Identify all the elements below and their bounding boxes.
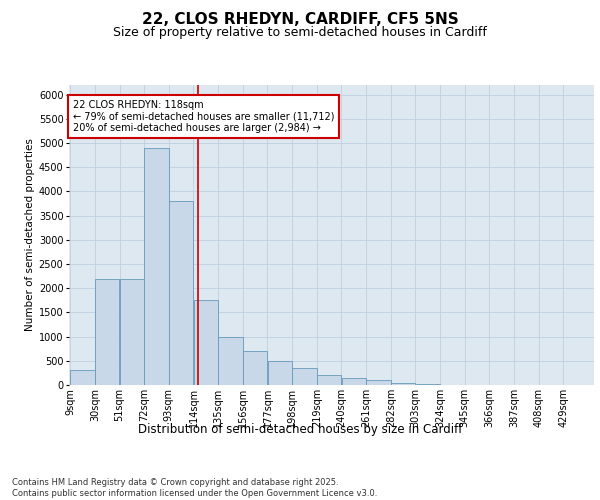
Y-axis label: Number of semi-detached properties: Number of semi-detached properties [25,138,35,332]
Bar [268,361,292,385]
Bar [317,376,341,385]
Bar [194,300,218,385]
Bar [218,336,243,385]
Bar [341,378,366,385]
Bar [144,148,169,385]
Bar [119,278,144,385]
Bar [391,382,415,385]
Bar [95,278,119,385]
Bar [416,384,440,385]
Bar [292,368,317,385]
Text: 22 CLOS RHEDYN: 118sqm
← 79% of semi-detached houses are smaller (11,712)
20% of: 22 CLOS RHEDYN: 118sqm ← 79% of semi-det… [73,100,334,133]
Bar [243,351,268,385]
Text: Size of property relative to semi-detached houses in Cardiff: Size of property relative to semi-detach… [113,26,487,39]
Text: Contains HM Land Registry data © Crown copyright and database right 2025.
Contai: Contains HM Land Registry data © Crown c… [12,478,377,498]
Bar [169,201,193,385]
Bar [366,380,391,385]
Text: 22, CLOS RHEDYN, CARDIFF, CF5 5NS: 22, CLOS RHEDYN, CARDIFF, CF5 5NS [142,12,458,28]
Bar [70,370,95,385]
Text: Distribution of semi-detached houses by size in Cardiff: Distribution of semi-detached houses by … [138,422,462,436]
